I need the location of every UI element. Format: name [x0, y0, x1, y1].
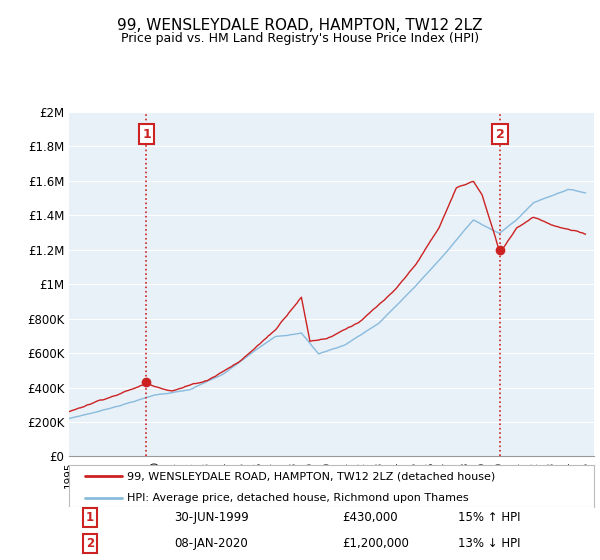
Text: 2: 2 — [86, 538, 94, 550]
Text: 15% ↑ HPI: 15% ↑ HPI — [458, 511, 520, 524]
Text: 08-JAN-2020: 08-JAN-2020 — [174, 538, 248, 550]
Text: Price paid vs. HM Land Registry's House Price Index (HPI): Price paid vs. HM Land Registry's House … — [121, 31, 479, 45]
Text: £430,000: £430,000 — [342, 511, 398, 524]
Text: 2: 2 — [496, 128, 505, 141]
Text: 99, WENSLEYDALE ROAD, HAMPTON, TW12 2LZ (detached house): 99, WENSLEYDALE ROAD, HAMPTON, TW12 2LZ … — [127, 471, 495, 481]
Text: 13% ↓ HPI: 13% ↓ HPI — [458, 538, 520, 550]
Text: 30-JUN-1999: 30-JUN-1999 — [174, 511, 249, 524]
Text: 1: 1 — [86, 511, 94, 524]
Text: HPI: Average price, detached house, Richmond upon Thames: HPI: Average price, detached house, Rich… — [127, 493, 469, 502]
Text: £1,200,000: £1,200,000 — [342, 538, 409, 550]
Text: 99, WENSLEYDALE ROAD, HAMPTON, TW12 2LZ: 99, WENSLEYDALE ROAD, HAMPTON, TW12 2LZ — [117, 18, 483, 33]
Text: 1: 1 — [142, 128, 151, 141]
